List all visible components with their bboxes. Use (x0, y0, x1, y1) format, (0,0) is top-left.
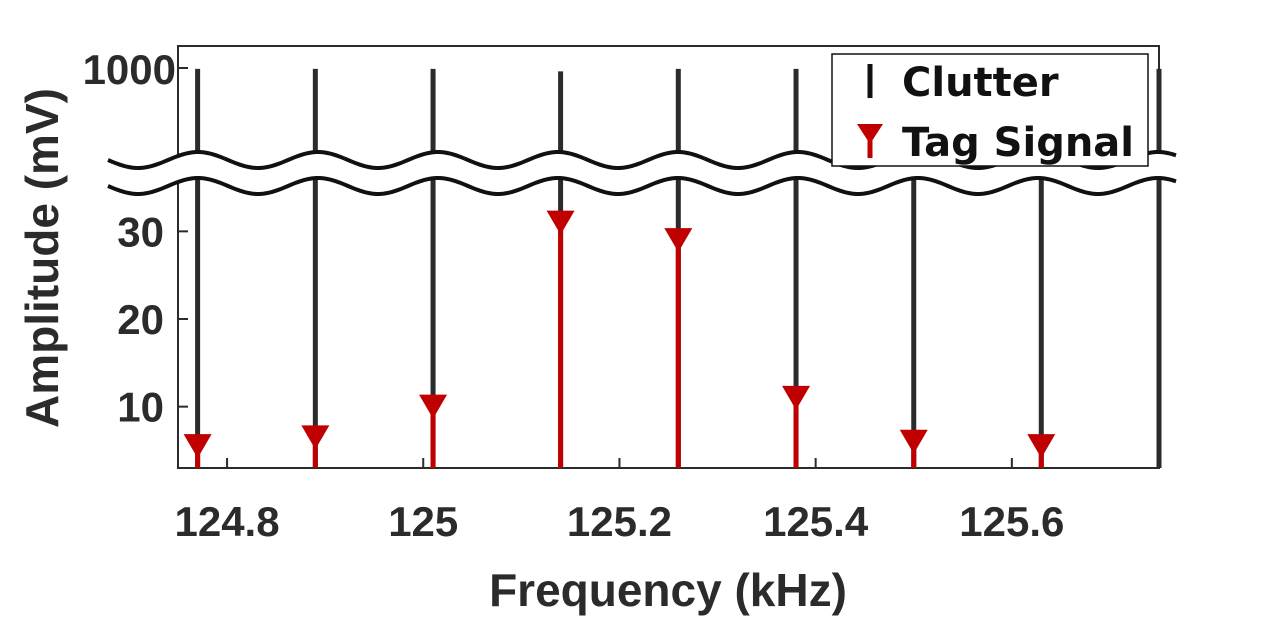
y-tick-label: 30 (117, 208, 164, 255)
x-tick-label: 125.2 (567, 498, 672, 545)
y-tick-label: 20 (117, 296, 164, 343)
x-tick-label: 124.8 (174, 498, 279, 545)
x-axis-title: Frequency (kHz) (489, 564, 847, 616)
tag-signal-marker (183, 434, 212, 459)
tag-signal-marker (1027, 434, 1056, 459)
tag-signal-marker (419, 394, 448, 419)
y-top-tick-label: 1000 (83, 46, 176, 93)
tag-signal-marker (301, 425, 330, 450)
x-tick-label: 125.4 (763, 498, 869, 545)
x-tick-label: 125.6 (959, 498, 1064, 545)
x-tick-label: 125 (388, 498, 458, 545)
y-axis-title: Amplitude (mV) (16, 88, 68, 428)
legend-tag-marker (857, 124, 883, 144)
tag-signal-marker (899, 429, 928, 454)
tick-labels: 124.8 125 125.2 125.4 125.6 10 20 30 (117, 208, 1064, 545)
axis-ticks (178, 67, 1013, 468)
legend-tag-label: Tag Signal (902, 120, 1134, 166)
y-tick-label: 10 (117, 384, 164, 431)
legend-clutter-label: Clutter (902, 60, 1059, 106)
tag-signal-series (183, 210, 1056, 468)
tag-signal-marker (782, 385, 811, 410)
tag-signal-marker (546, 210, 575, 235)
legend: Clutter Tag Signal (831, 53, 1149, 167)
tag-signal-marker (664, 228, 693, 253)
legend-box (831, 53, 1149, 167)
